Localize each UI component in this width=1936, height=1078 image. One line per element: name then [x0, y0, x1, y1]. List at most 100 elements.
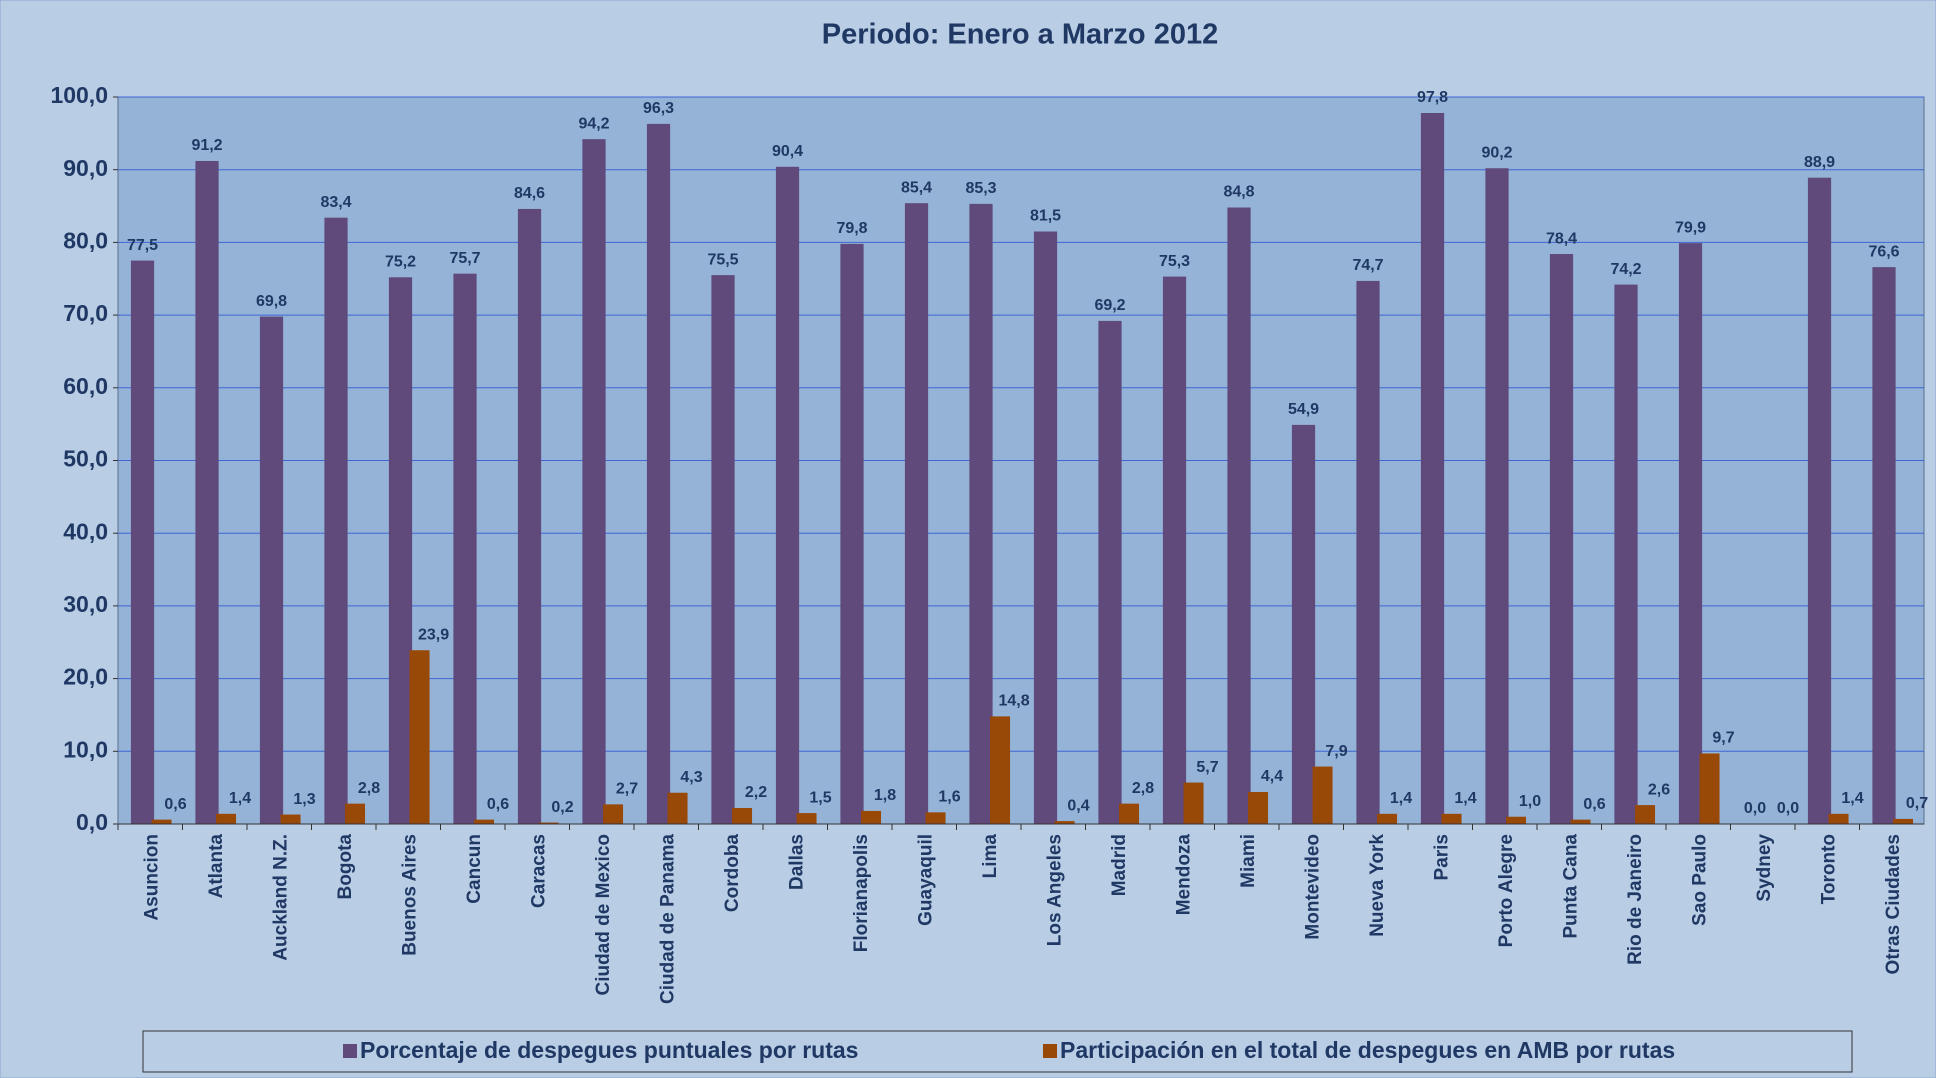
- data-label: 85,3: [965, 180, 996, 197]
- bar: [1420, 112, 1445, 824]
- legend-label: Participación en el total de despegues e…: [1060, 1037, 1675, 1063]
- bar: [861, 810, 882, 824]
- data-label: 85,4: [901, 179, 932, 196]
- data-label: 79,8: [836, 220, 867, 237]
- bar: [667, 792, 688, 824]
- data-label: 75,3: [1159, 253, 1190, 270]
- bar: [280, 814, 301, 824]
- x-tick-label: Toronto: [1818, 834, 1839, 904]
- y-tick-label: 10,0: [63, 736, 108, 762]
- bar: [1119, 803, 1140, 824]
- data-label: 83,4: [320, 194, 351, 211]
- bar: [1054, 821, 1075, 824]
- data-label: 1,8: [874, 787, 896, 804]
- data-label: 0,0: [1777, 800, 1799, 817]
- chart-title: Periodo: Enero a Marzo 2012: [822, 19, 1218, 51]
- data-label: 94,2: [578, 115, 609, 132]
- bar: [517, 208, 542, 824]
- data-label: 1,4: [1454, 790, 1476, 807]
- bar: [453, 273, 477, 824]
- data-label: 84,6: [514, 185, 545, 202]
- data-label: 2,2: [745, 784, 767, 801]
- data-label: 96,3: [643, 100, 674, 117]
- bar: [1377, 813, 1398, 824]
- bar: [1699, 753, 1720, 824]
- bar: [1291, 424, 1316, 824]
- data-label: 69,2: [1094, 297, 1125, 314]
- x-tick-label: Bogota: [335, 834, 356, 900]
- data-label: 1,5: [809, 789, 831, 806]
- bar: [259, 316, 284, 824]
- bar: [1893, 818, 1914, 824]
- y-tick-label: 0,0: [76, 809, 108, 835]
- x-tick-label: Paris: [1431, 834, 1452, 880]
- bar: [130, 260, 155, 824]
- data-label: 0,7: [1906, 795, 1928, 812]
- y-tick-label: 90,0: [63, 155, 108, 181]
- y-tick-label: 70,0: [63, 300, 108, 326]
- x-tick-label: Auckland N.Z.: [270, 834, 291, 961]
- data-label: 88,9: [1804, 154, 1835, 171]
- bar: [409, 650, 430, 824]
- bar: [840, 243, 864, 824]
- x-tick-label: Caracas: [528, 834, 549, 908]
- data-label: 74,7: [1352, 257, 1383, 274]
- bar: [1506, 816, 1527, 824]
- bar: [151, 819, 172, 824]
- bar: [1872, 267, 1896, 824]
- data-label: 78,4: [1546, 230, 1577, 247]
- bar: [1248, 792, 1269, 824]
- data-label: 79,9: [1675, 219, 1706, 236]
- data-label: 2,7: [616, 781, 638, 798]
- x-tick-label: Montevideo: [1302, 834, 1323, 940]
- data-label: 91,2: [191, 137, 222, 154]
- x-tick-label: Atlanta: [206, 834, 227, 899]
- x-tick-label: Lima: [980, 834, 1001, 879]
- bar: [711, 275, 735, 824]
- y-tick-label: 20,0: [63, 664, 108, 690]
- data-label: 1,4: [229, 790, 251, 807]
- data-label: 0,6: [1583, 796, 1605, 813]
- data-label: 75,7: [449, 250, 480, 267]
- y-tick-label: 40,0: [63, 518, 108, 544]
- bar: [775, 166, 800, 825]
- x-tick-label: Ciudad de Panama: [657, 834, 678, 1004]
- data-label: 1,4: [1841, 790, 1863, 807]
- legend-label: Porcentaje de despegues puntuales por ru…: [360, 1037, 858, 1063]
- x-tick-label: Mendoza: [1173, 834, 1194, 916]
- bar: [603, 804, 624, 824]
- bar: [1678, 243, 1703, 824]
- bar: [324, 217, 348, 824]
- bar: [195, 160, 219, 824]
- bar: [904, 203, 929, 825]
- x-tick-label: Madrid: [1109, 834, 1130, 896]
- x-tick-label: Porto Alegre: [1496, 834, 1517, 947]
- x-tick-label: Otras Ciudades: [1883, 834, 1904, 974]
- data-label: 2,8: [358, 780, 380, 797]
- data-label: 1,3: [293, 791, 315, 808]
- data-label: 81,5: [1030, 208, 1061, 225]
- data-label: 0,0: [1744, 800, 1766, 817]
- bar: [796, 813, 817, 824]
- bar: [388, 277, 413, 824]
- data-label: 0,6: [164, 796, 186, 813]
- data-label: 4,3: [680, 769, 702, 786]
- x-tick-label: Ciudad de Mexico: [593, 834, 614, 996]
- data-label: 84,8: [1223, 184, 1254, 201]
- bar: [1485, 168, 1509, 825]
- data-label: 74,2: [1610, 261, 1641, 278]
- y-tick-label: 30,0: [63, 591, 108, 617]
- data-label: 1,0: [1519, 793, 1541, 810]
- data-label: 9,7: [1712, 730, 1734, 747]
- bar: [1549, 254, 1574, 825]
- x-tick-label: Los Angeles: [1044, 834, 1065, 946]
- bar: [1441, 813, 1462, 824]
- x-tick-label: Florianapolis: [851, 834, 872, 952]
- data-label: 7,9: [1325, 743, 1347, 760]
- y-tick-label: 60,0: [63, 373, 108, 399]
- x-tick-label: Sao Paulo: [1689, 834, 1710, 926]
- data-label: 75,5: [707, 251, 738, 268]
- bar: [1614, 284, 1638, 824]
- data-label: 14,8: [998, 693, 1029, 710]
- data-label: 76,6: [1868, 243, 1899, 260]
